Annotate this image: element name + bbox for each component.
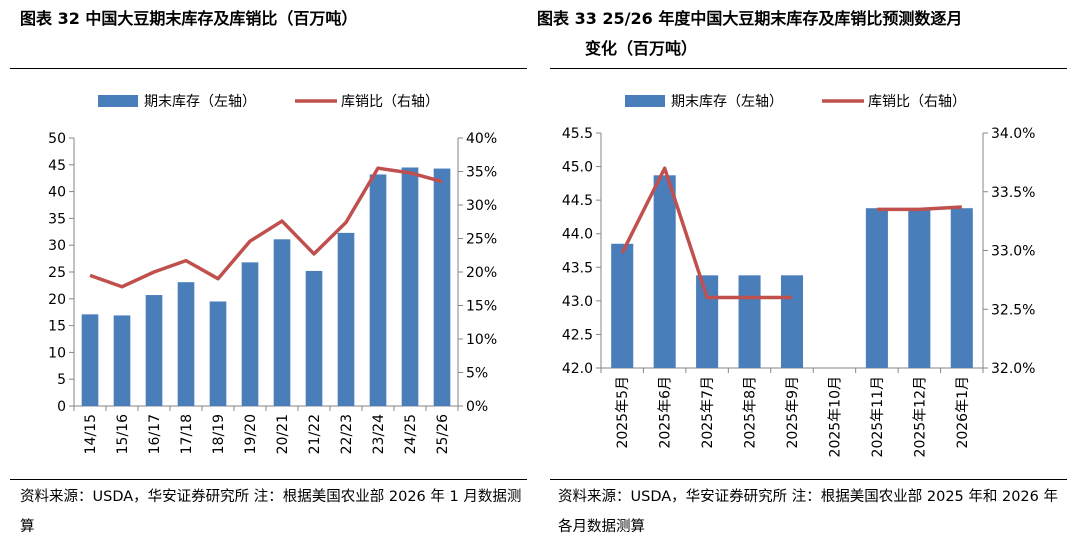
left-chart-legend-bar-swatch <box>98 95 138 107</box>
left-chart-right-tick-label: 30% <box>466 198 497 214</box>
left-chart-legend-bar-label: 期末库存（左轴） <box>144 94 256 110</box>
left-chart-bar-8 <box>337 232 355 406</box>
left-top-rule <box>10 68 527 69</box>
left-chart-right-tick-label: 20% <box>466 265 497 281</box>
right-chart-bar-2 <box>696 275 719 368</box>
left-chart-bar-0 <box>81 314 99 406</box>
right-chart-left-tick-label: 43.5 <box>562 260 593 276</box>
left-chart-right-tick-label: 10% <box>466 332 497 348</box>
left-chart-left-tick-label: 5 <box>57 372 66 388</box>
right-chart-right-tick-label: 33.0% <box>991 244 1035 260</box>
right-chart-bar-8 <box>950 208 973 368</box>
left-chart: 0 5 10 15 20 25 30 35 40 45 50 0% 5% 10% 15% 20% 25% 30% 3… <box>48 94 497 454</box>
left-chart-right-tick-label: 0% <box>466 399 488 415</box>
right-chart-right-tick-label: 33.5% <box>991 185 1035 201</box>
right-chart-bar-4 <box>780 275 804 368</box>
left-chart-x-tick-label: 18/19 <box>211 414 227 454</box>
right-chart-ratio-line <box>620 166 792 300</box>
left-chart-left-tick-label: 30 <box>48 238 66 254</box>
left-chart-right-tick-label: 15% <box>466 299 497 315</box>
left-chart-x-tick-label: 20/21 <box>275 414 291 454</box>
right-chart-title-line1: 图表 33 25/26 年度中国大豆期末库存及库销比预测数逐月 <box>537 9 963 28</box>
left-chart-left-tick-label: 15 <box>48 319 66 335</box>
right-chart-x-tick-label: 2026年1月 <box>955 376 971 449</box>
right-chart-x-tick-label: 2025年11月 <box>870 376 886 457</box>
left-chart-bar-7 <box>305 270 323 406</box>
right-chart-left-tick-label: 42.0 <box>562 361 593 377</box>
left-chart-bar-2 <box>145 295 163 406</box>
left-chart-bar-9 <box>369 174 387 406</box>
left-chart-x-tick-label: 17/18 <box>179 414 195 454</box>
left-chart-right-tick-label: 40% <box>466 131 497 147</box>
left-chart-left-tick-label: 10 <box>48 345 66 361</box>
right-chart-left-tick-label: 45.0 <box>562 160 593 176</box>
right-chart-left-tick-label: 45.5 <box>562 126 593 142</box>
right-chart-legend-line-label: 库销比（右轴） <box>868 94 966 110</box>
right-top-rule <box>550 68 1067 69</box>
left-chart-right-tick-label: 35% <box>466 165 497 181</box>
left-chart-left-tick-label: 25 <box>48 265 66 281</box>
left-chart-x-tick-label: 16/17 <box>147 414 163 454</box>
left-chart-title: 图表 32 中国大豆期末库存及库销比（百万吨） <box>20 9 358 28</box>
left-source-note: 资料来源：USDA，华安证券研究所 注：根据美国农业部 2026 年 1 月数据… <box>20 489 522 535</box>
left-bottom-rule <box>10 479 527 480</box>
left-chart-left-tick-label: 40 <box>48 185 66 201</box>
left-chart-ratio-line <box>89 166 443 289</box>
right-chart-x-tick-label: 2025年7月 <box>700 376 716 449</box>
right-chart-left-tick-label: 43.0 <box>562 294 593 310</box>
right-chart-left-tick-label: 44.5 <box>562 193 593 209</box>
left-chart-x-tick-label: 19/20 <box>243 414 259 454</box>
left-chart-right-tick-label: 25% <box>466 232 497 248</box>
left-chart-left-tick-label: 45 <box>48 158 66 174</box>
left-chart-x-tick-label: 14/15 <box>83 414 99 454</box>
left-chart-left-tick-label: 0 <box>57 399 66 415</box>
right-chart-x-tick-label: 2025年5月 <box>615 376 631 449</box>
left-chart-bar-11 <box>433 168 451 406</box>
left-chart-left-tick-label: 50 <box>48 131 66 147</box>
left-chart-left-tick-label: 35 <box>48 211 66 227</box>
right-chart-x-tick-label: 2025年9月 <box>785 376 801 449</box>
left-chart-bar-4 <box>209 301 227 406</box>
right-chart-x-tick-label: 2025年10月 <box>827 376 843 457</box>
left-chart-x-tick-label: 22/23 <box>339 414 355 454</box>
right-chart-left-tick-label: 42.5 <box>562 327 593 343</box>
right-chart-bar-0 <box>611 243 634 368</box>
right-chart-x-tick-label: 2025年12月 <box>912 376 928 457</box>
right-chart-left-tick-label: 44.0 <box>562 227 593 243</box>
left-chart-legend-line-label: 库销比（右轴） <box>341 94 439 110</box>
right-chart: 42.0 42.5 43.0 43.5 44.0 44.5 45.0 45.5 32.0% 32.… <box>562 94 1036 457</box>
left-chart-x-tick-label: 15/16 <box>115 414 131 454</box>
right-chart-bar-1 <box>653 175 676 368</box>
right-chart-x-tick-label: 2025年8月 <box>743 376 759 449</box>
left-chart-x-tick-label: 24/25 <box>403 414 419 454</box>
right-chart-bar-6 <box>865 208 888 368</box>
right-chart-right-tick-label: 32.5% <box>991 302 1035 318</box>
left-chart-bar-6 <box>273 239 291 406</box>
right-chart-right-tick-label: 34.0% <box>991 126 1035 142</box>
right-chart-bar-3 <box>738 275 761 368</box>
right-chart-legend-bar-swatch <box>625 95 665 107</box>
right-chart-title-line2: 变化（百万吨） <box>585 39 698 58</box>
right-chart-bar-7 <box>908 208 931 368</box>
right-source-note: 资料来源：USDA，华安证券研究所 注：根据美国农业部 2025 年和 2026… <box>558 489 1058 535</box>
left-chart-right-tick-label: 5% <box>466 366 488 382</box>
right-chart-right-tick-label: 32.0% <box>991 361 1035 377</box>
left-chart-bar-5 <box>241 262 259 406</box>
right-chart-x-tick-label: 2025年6月 <box>658 376 674 449</box>
left-chart-x-tick-label: 25/26 <box>435 414 451 454</box>
right-chart-ratio-line <box>876 205 962 212</box>
left-chart-bar-3 <box>177 282 195 406</box>
left-chart-x-tick-label: 21/22 <box>307 414 323 454</box>
left-chart-left-tick-label: 20 <box>48 292 66 308</box>
left-chart-bar-10 <box>401 167 419 406</box>
left-chart-bar-1 <box>113 315 131 406</box>
right-chart-legend-bar-label: 期末库存（左轴） <box>671 94 783 110</box>
left-chart-x-tick-label: 23/24 <box>371 414 387 454</box>
right-bottom-rule <box>550 479 1067 480</box>
